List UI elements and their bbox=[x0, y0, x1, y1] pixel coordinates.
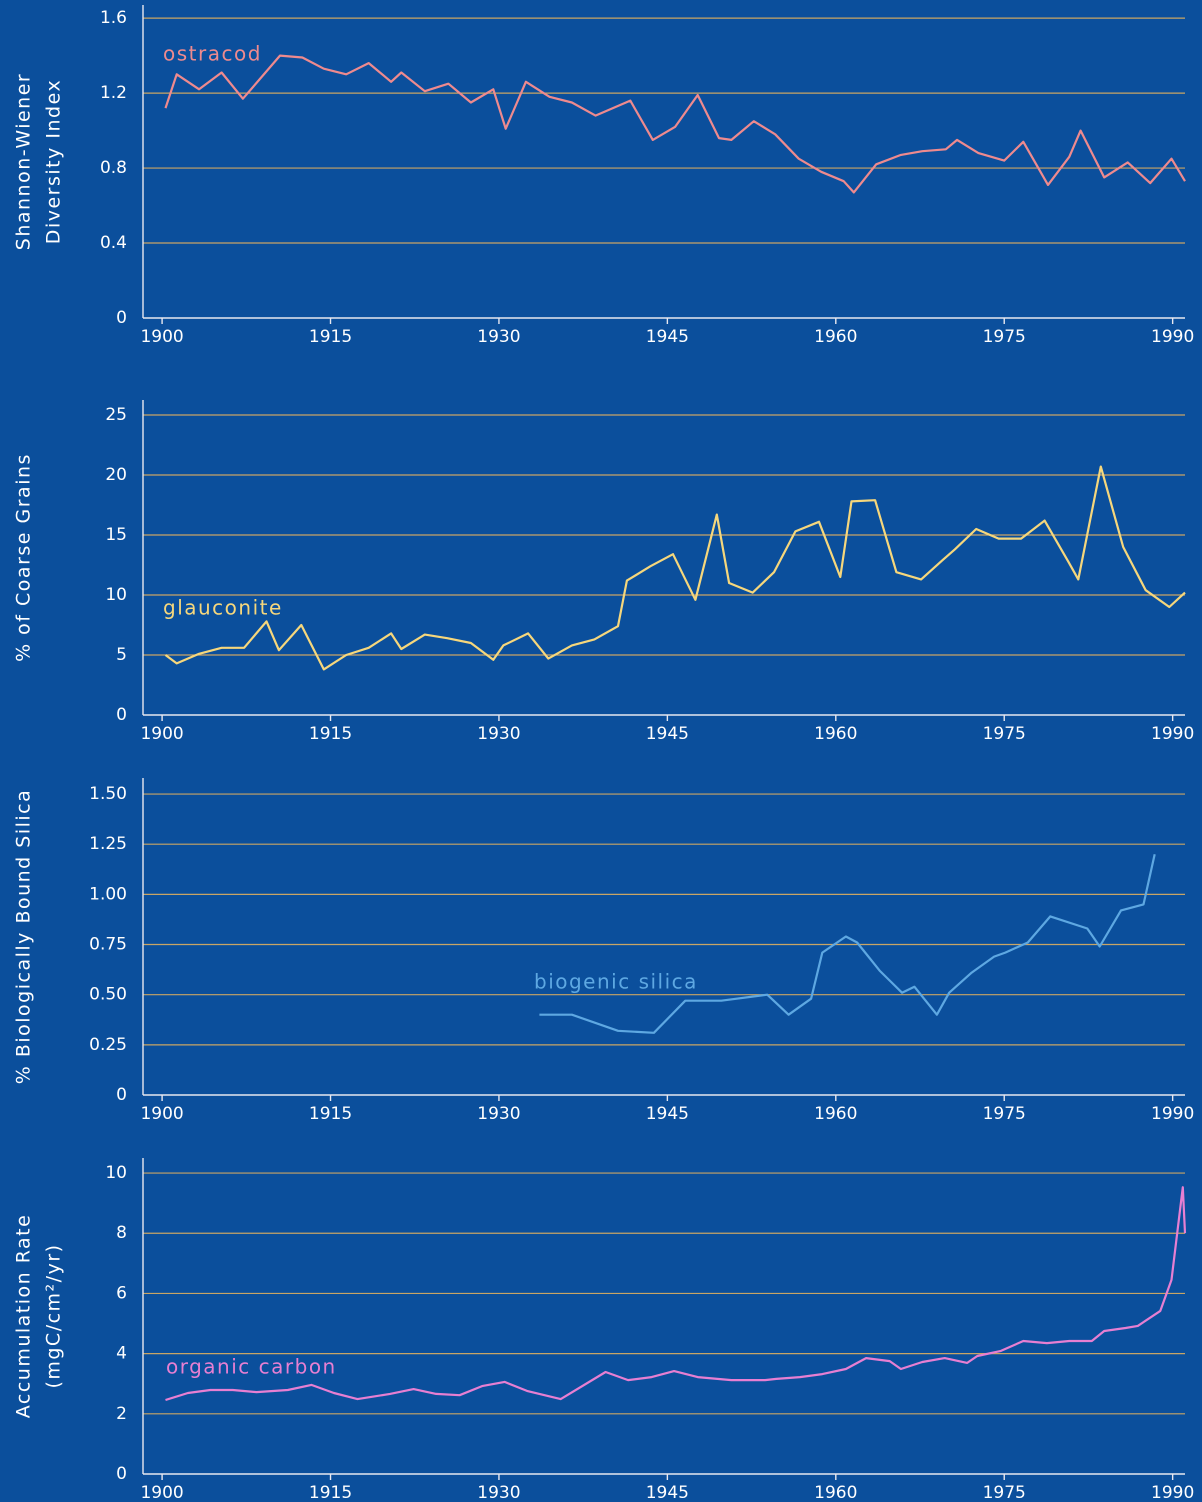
x-tick-label: 1930 bbox=[477, 1483, 520, 1502]
y-axis-title: % of Coarse Grains bbox=[13, 453, 35, 662]
series-label: glauconite bbox=[163, 596, 283, 620]
x-tick-label: 1960 bbox=[814, 1483, 857, 1502]
x-tick-label: 1945 bbox=[646, 1483, 689, 1502]
series-label: biogenic silica bbox=[534, 970, 698, 994]
y-tick-label: 1.6 bbox=[100, 8, 127, 28]
x-tick-label: 1915 bbox=[309, 1104, 352, 1124]
x-tick-label: 1990 bbox=[1151, 724, 1194, 744]
x-tick-label: 1975 bbox=[983, 1104, 1026, 1124]
y-tick-label: 0 bbox=[116, 1464, 127, 1484]
y-tick-label: 1.25 bbox=[89, 834, 127, 854]
y-tick-label: 0.50 bbox=[89, 985, 127, 1005]
x-tick-label: 1975 bbox=[983, 724, 1026, 744]
y-tick-label: 10 bbox=[105, 1163, 127, 1183]
data-line bbox=[164, 54, 1186, 194]
x-tick-label: 1975 bbox=[983, 327, 1026, 347]
x-tick-label: 1900 bbox=[140, 724, 183, 744]
y-tick-label: 0.75 bbox=[89, 935, 127, 955]
y-tick-label: 0 bbox=[116, 308, 127, 328]
x-tick-label: 1990 bbox=[1151, 1104, 1194, 1124]
x-tick-label: 1960 bbox=[814, 327, 857, 347]
y-tick-label: 1.2 bbox=[100, 83, 127, 103]
x-tick-label: 1990 bbox=[1151, 1483, 1194, 1502]
x-tick-label: 1930 bbox=[477, 1104, 520, 1124]
data-line bbox=[165, 1186, 1187, 1402]
x-tick-label: 1915 bbox=[309, 327, 352, 347]
y-tick-label: 20 bbox=[105, 465, 127, 485]
y-tick-label: 25 bbox=[105, 405, 127, 425]
x-tick-label: 1945 bbox=[646, 724, 689, 744]
x-tick-label: 1900 bbox=[140, 1483, 183, 1502]
y-tick-label: 2 bbox=[116, 1404, 127, 1424]
x-tick-label: 1915 bbox=[309, 1483, 352, 1502]
x-tick-label: 1945 bbox=[646, 1104, 689, 1124]
y-tick-label: 15 bbox=[105, 525, 127, 545]
y-tick-label: 0 bbox=[116, 705, 127, 725]
x-tick-label: 1930 bbox=[477, 724, 520, 744]
x-tick-label: 1960 bbox=[814, 1104, 857, 1124]
y-tick-label: 4 bbox=[116, 1344, 127, 1364]
series-label: ostracod bbox=[163, 42, 262, 66]
y-tick-label: 0 bbox=[116, 1085, 127, 1105]
y-axis-title: % Biologically Bound Silica bbox=[13, 789, 35, 1085]
y-tick-label: 10 bbox=[105, 585, 127, 605]
y-tick-label: 5 bbox=[116, 645, 127, 665]
x-tick-label: 1975 bbox=[983, 1483, 1026, 1502]
y-axis-title: (mgC/cm²/yr) bbox=[43, 1243, 65, 1388]
x-tick-label: 1990 bbox=[1151, 327, 1194, 347]
y-tick-label: 0.4 bbox=[100, 233, 127, 253]
y-tick-label: 6 bbox=[116, 1283, 127, 1303]
x-tick-label: 1900 bbox=[140, 1104, 183, 1124]
y-tick-label: 1.50 bbox=[89, 784, 127, 804]
x-tick-label: 1960 bbox=[814, 724, 857, 744]
y-tick-label: 0.25 bbox=[89, 1035, 127, 1055]
y-axis-title: Accumulation Rate bbox=[13, 1214, 35, 1419]
y-axis-title: Shannon-Wiener bbox=[13, 73, 35, 250]
data-line bbox=[164, 465, 1186, 671]
y-tick-label: 8 bbox=[116, 1223, 127, 1243]
series-label: organic carbon bbox=[166, 1355, 337, 1379]
y-tick-label: 1.00 bbox=[89, 884, 127, 904]
y-tick-label: 0.8 bbox=[100, 158, 127, 178]
x-tick-label: 1930 bbox=[477, 327, 520, 347]
x-tick-label: 1945 bbox=[646, 327, 689, 347]
y-axis-title: Diversity Index bbox=[43, 79, 65, 244]
x-tick-label: 1900 bbox=[140, 327, 183, 347]
data-line bbox=[539, 853, 1156, 1034]
x-tick-label: 1915 bbox=[309, 724, 352, 744]
